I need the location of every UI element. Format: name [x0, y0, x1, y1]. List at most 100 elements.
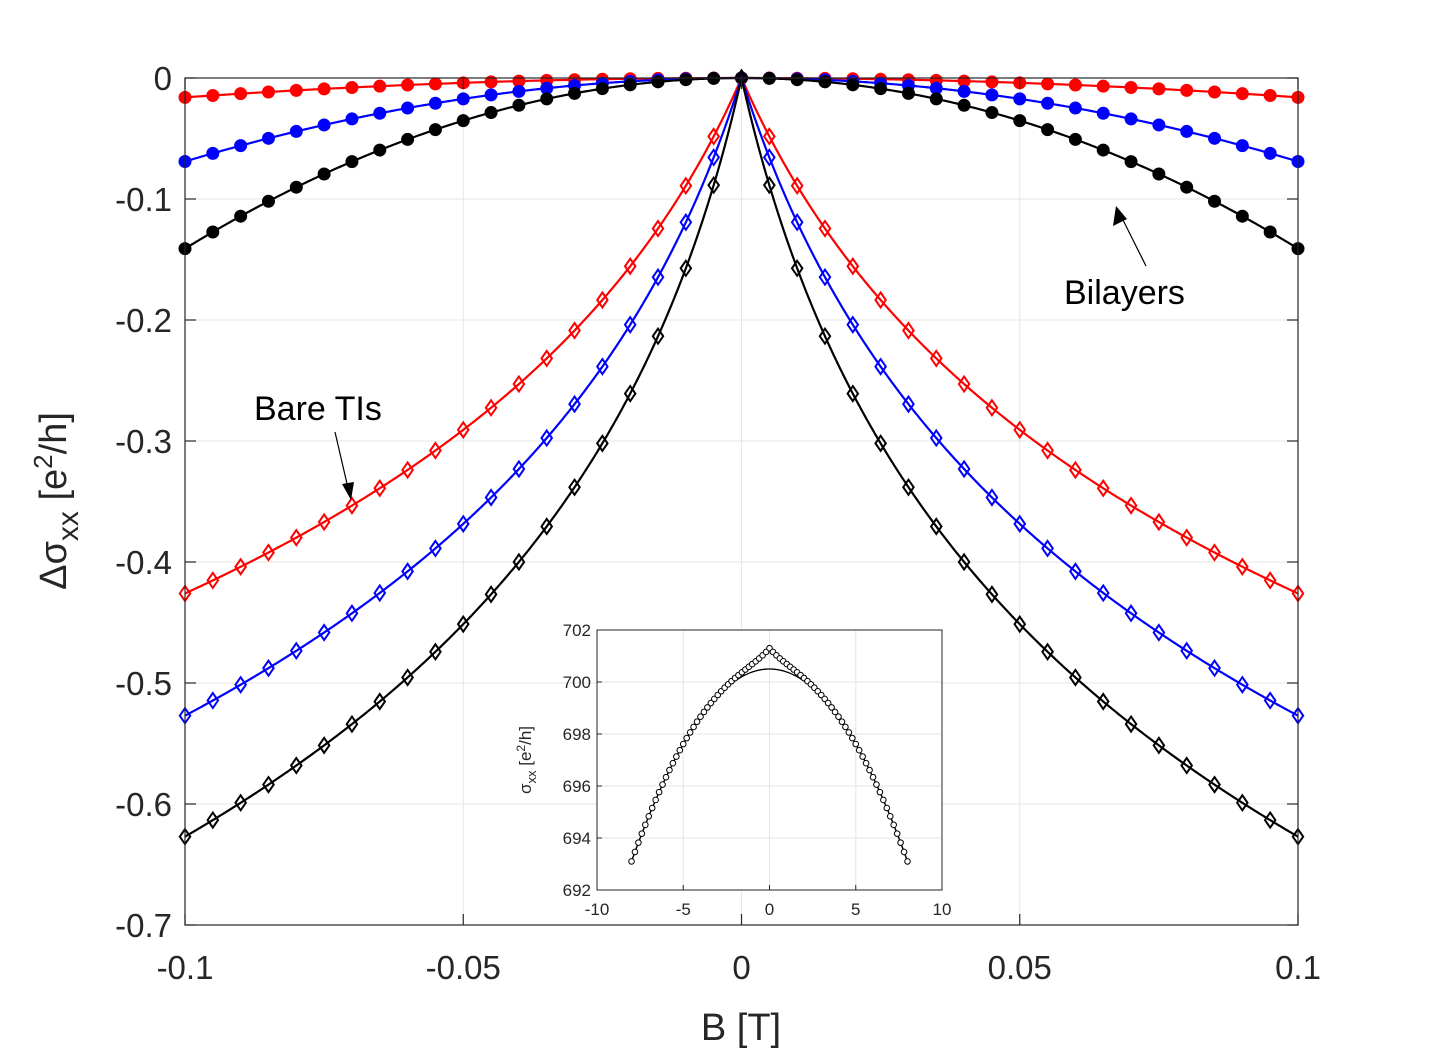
data-point-bilayer-black	[1096, 143, 1110, 157]
data-point-bare-ti-red	[790, 176, 804, 196]
data-point-bilayer-black	[456, 114, 470, 128]
data-point-bilayer-blue	[206, 146, 220, 160]
data-point-bare-ti-black	[651, 326, 665, 346]
main-y-tick-label: -0.7	[115, 907, 172, 944]
data-point-bilayer-blue	[985, 88, 999, 102]
data-point-bare-ti-black	[234, 793, 248, 813]
data-point-bilayer-red	[289, 83, 303, 97]
data-point-bare-ti-red	[929, 349, 943, 368]
data-point-bilayer-red	[1152, 82, 1166, 96]
data-point-bilayer-black	[595, 82, 609, 96]
data-point-bilayer-blue	[1263, 146, 1277, 160]
data-point-bare-ti-blue	[456, 514, 470, 534]
data-point-bilayer-black	[1208, 194, 1222, 208]
data-point-bare-ti-blue	[317, 623, 331, 642]
data-point-bilayer-blue	[345, 112, 359, 126]
main-x-tick-label: 0.1	[1275, 949, 1321, 986]
inset-y-tick-label: 698	[563, 725, 591, 744]
inset-data-point	[890, 821, 898, 829]
data-point-bilayer-red	[428, 77, 442, 91]
data-point-bilayer-black	[929, 92, 943, 106]
main-x-tick-label: -0.05	[426, 949, 501, 986]
data-point-bilayer-black	[651, 75, 665, 89]
data-point-bare-ti-black	[373, 692, 387, 711]
data-point-bilayer-black	[261, 194, 275, 208]
data-point-bare-ti-black	[1235, 793, 1249, 813]
data-point-bilayer-blue	[484, 88, 498, 102]
inset-data-point	[648, 804, 656, 812]
data-point-bare-ti-blue	[790, 213, 804, 232]
data-point-bare-ti-red	[679, 176, 693, 196]
annotation-bare-tis-arrow	[334, 431, 349, 489]
inset-chart: -10 -5 0 5 10 692 694 696 698 700 702 σxx [e2/h]	[514, 621, 951, 919]
inset-data-point	[842, 723, 849, 731]
data-point-bare-ti-red	[595, 290, 609, 310]
inset-x-tick-label: 0	[765, 900, 774, 919]
annotation-bare-tis-label: Bare TIs	[254, 390, 382, 428]
data-point-bare-ti-blue	[929, 428, 943, 448]
inset-data-point	[628, 858, 635, 865]
data-point-bare-ti-black	[1208, 775, 1221, 794]
data-point-bilayer-black	[512, 98, 526, 112]
data-point-bare-ti-black	[345, 714, 359, 734]
inset-data-point	[655, 788, 663, 796]
inset-data-point	[679, 740, 687, 748]
data-point-bare-ti-black	[595, 434, 609, 453]
data-point-bare-ti-black	[1068, 668, 1082, 687]
data-point-bare-ti-blue	[401, 562, 415, 581]
main-x-tick-label: 0	[732, 949, 750, 986]
inset-x-tick-label: -5	[676, 900, 691, 919]
data-point-bare-ti-blue	[1068, 562, 1082, 581]
data-point-bilayer-black	[401, 132, 415, 146]
data-point-bare-ti-blue	[206, 691, 220, 710]
data-point-bare-ti-red	[1013, 420, 1027, 440]
data-point-bare-ti-blue	[1013, 514, 1027, 534]
data-point-bare-ti-black	[1180, 756, 1194, 775]
inset-data-point	[855, 746, 863, 754]
data-point-bilayer-black	[1124, 155, 1138, 169]
data-point-bare-ti-red	[762, 127, 776, 146]
data-point-bare-ti-blue	[762, 148, 776, 167]
inset-data-point	[893, 830, 901, 837]
data-point-bilayer-red	[1124, 80, 1138, 94]
inset-data-point	[904, 858, 911, 865]
inset-data-point	[645, 812, 653, 820]
data-point-bare-ti-blue	[623, 315, 637, 334]
data-point-bare-ti-red	[957, 374, 971, 394]
data-point-bare-ti-black	[317, 736, 331, 755]
inset-y-label-sub: xx	[524, 770, 539, 784]
data-point-bare-ti-black	[1041, 642, 1054, 662]
data-point-bare-ti-blue	[651, 267, 665, 287]
inset-data-point	[831, 708, 839, 716]
data-point-bare-ti-black	[1124, 714, 1138, 734]
inset-data-point	[859, 753, 866, 760]
data-point-bilayer-blue	[1013, 92, 1027, 106]
data-point-bilayer-red	[206, 88, 220, 102]
inset-data-point	[700, 708, 708, 716]
y-axis-label-main: Δσ	[33, 541, 75, 590]
data-point-bare-ti-black	[707, 175, 721, 195]
inset-data-point	[669, 759, 677, 767]
data-point-bare-ti-black	[512, 552, 526, 572]
data-point-bilayer-blue	[1152, 118, 1166, 132]
data-point-bare-ti-red	[429, 441, 442, 460]
data-point-bare-ti-red	[262, 543, 275, 562]
data-point-bare-ti-red	[902, 321, 915, 340]
data-point-bilayer-blue	[1041, 96, 1055, 110]
inset-data-point	[869, 773, 877, 781]
data-point-bare-ti-black	[456, 614, 470, 634]
inset-data-point	[659, 781, 666, 788]
data-point-bilayer-red	[1263, 88, 1277, 102]
data-point-bare-ti-black	[206, 810, 220, 830]
data-point-bare-ti-red	[985, 398, 999, 418]
data-point-bilayer-red	[401, 78, 415, 92]
data-point-bilayer-red	[317, 82, 331, 96]
inset-y-tick-label: 694	[563, 829, 591, 848]
data-point-bare-ti-blue	[1235, 675, 1249, 694]
data-point-bare-ti-red	[1041, 441, 1054, 460]
data-point-bilayer-black	[206, 225, 220, 239]
inset-data-point	[838, 718, 846, 726]
data-point-bare-ti-blue	[1096, 583, 1110, 603]
inset-data-point	[821, 695, 829, 703]
data-point-bilayer-blue	[1124, 112, 1138, 126]
